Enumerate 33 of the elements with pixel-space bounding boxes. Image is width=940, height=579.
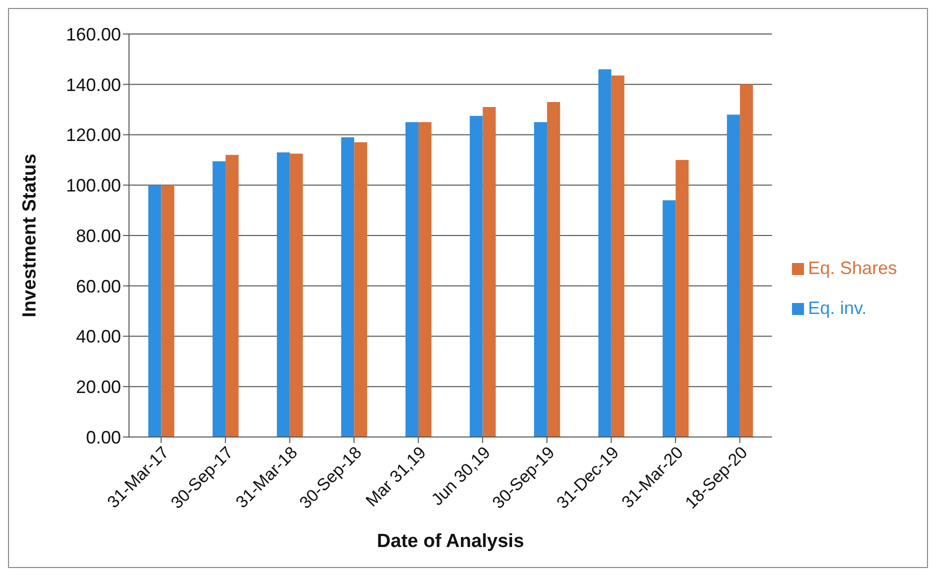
- bar: [534, 122, 548, 437]
- y-tick-label: 60.00: [76, 276, 121, 296]
- bar: [341, 137, 354, 437]
- bar: [547, 102, 560, 437]
- y-tick-label: 0.00: [86, 427, 121, 448]
- y-tick-label: 160.00: [66, 24, 121, 44]
- bar: [290, 154, 303, 437]
- bar: [212, 161, 226, 437]
- bar: [276, 152, 290, 437]
- bar: [148, 185, 162, 437]
- bar: [676, 160, 689, 437]
- y-axis-title: Investment Status: [20, 154, 41, 318]
- legend-label: Eq. inv.: [808, 298, 867, 318]
- bar: [226, 154, 239, 437]
- bar: [354, 142, 368, 437]
- y-tick-label: 20.00: [76, 377, 121, 398]
- x-axis-title: Date of Analysis: [376, 531, 524, 552]
- bar: [482, 107, 496, 437]
- legend-label: Eq. Shares: [808, 258, 897, 278]
- bar: [161, 185, 174, 437]
- y-tick-label: 80.00: [76, 226, 121, 246]
- y-tick-label: 40.00: [76, 326, 121, 347]
- bar: [611, 76, 624, 437]
- bar: [470, 116, 483, 437]
- bar: [405, 122, 418, 437]
- y-tick-label: 100.00: [66, 176, 121, 196]
- bar: [662, 200, 676, 437]
- bar: [418, 122, 432, 437]
- y-tick-label: 120.00: [66, 125, 121, 146]
- bar: [598, 69, 612, 437]
- y-tick-label: 140.00: [66, 74, 121, 95]
- bar: [726, 114, 740, 437]
- bar: [740, 84, 753, 437]
